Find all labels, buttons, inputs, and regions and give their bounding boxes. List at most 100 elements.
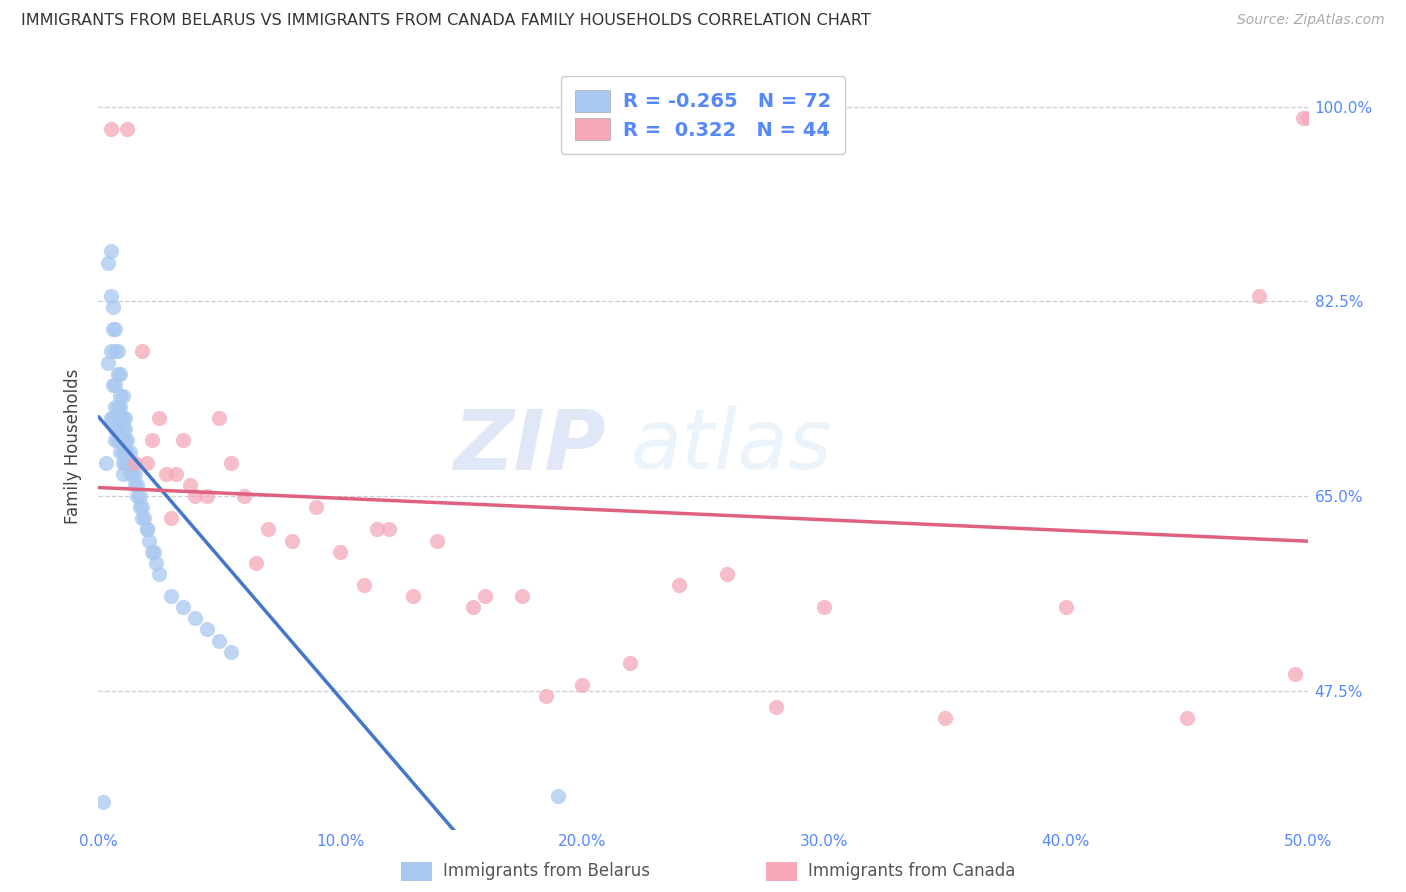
Point bbox=[1296, 111, 1319, 125]
Point bbox=[111, 422, 134, 436]
Point bbox=[111, 467, 134, 481]
Point bbox=[128, 500, 150, 515]
Point bbox=[195, 623, 218, 637]
Point bbox=[114, 456, 136, 470]
Point bbox=[668, 578, 690, 592]
Point bbox=[155, 467, 177, 481]
Point bbox=[94, 456, 117, 470]
Text: ZIP: ZIP bbox=[454, 406, 606, 486]
Point bbox=[131, 511, 153, 525]
Point bbox=[547, 789, 569, 804]
Point bbox=[117, 456, 139, 470]
Point bbox=[114, 434, 136, 448]
Point bbox=[100, 122, 122, 136]
Point bbox=[108, 389, 131, 403]
Point bbox=[934, 711, 956, 725]
Point bbox=[1284, 667, 1306, 681]
Point bbox=[100, 411, 122, 425]
Point bbox=[108, 444, 131, 458]
Point bbox=[353, 578, 375, 592]
Point bbox=[91, 795, 114, 809]
Point bbox=[138, 533, 160, 548]
Point bbox=[124, 478, 146, 492]
Point bbox=[101, 322, 124, 336]
Point bbox=[104, 422, 127, 436]
Point bbox=[135, 522, 157, 536]
Text: IMMIGRANTS FROM BELARUS VS IMMIGRANTS FROM CANADA FAMILY HOUSEHOLDS CORRELATION : IMMIGRANTS FROM BELARUS VS IMMIGRANTS FR… bbox=[21, 13, 870, 29]
Point bbox=[107, 422, 129, 436]
Point bbox=[124, 456, 146, 470]
Point bbox=[114, 444, 136, 458]
Point bbox=[97, 356, 120, 370]
Point bbox=[108, 367, 131, 381]
Point bbox=[127, 489, 149, 503]
Point bbox=[114, 422, 136, 436]
Point bbox=[1054, 600, 1077, 615]
Point bbox=[107, 434, 129, 448]
Point bbox=[281, 533, 304, 548]
Point bbox=[104, 344, 127, 359]
Point bbox=[1249, 289, 1271, 303]
Point bbox=[104, 377, 127, 392]
Point bbox=[765, 700, 787, 714]
Point bbox=[100, 344, 122, 359]
Point bbox=[813, 600, 835, 615]
Point bbox=[100, 289, 122, 303]
Point bbox=[128, 489, 150, 503]
Point bbox=[100, 244, 122, 259]
Point bbox=[305, 500, 328, 515]
Point bbox=[108, 434, 131, 448]
Point bbox=[172, 600, 194, 615]
Point bbox=[179, 478, 201, 492]
Point bbox=[426, 533, 449, 548]
Point bbox=[145, 556, 167, 570]
Point bbox=[117, 434, 139, 448]
Point bbox=[1175, 711, 1198, 725]
Legend: R = -0.265   N = 72, R =  0.322   N = 44: R = -0.265 N = 72, R = 0.322 N = 44 bbox=[561, 76, 845, 154]
Point bbox=[221, 645, 243, 659]
Point bbox=[619, 656, 641, 670]
Point bbox=[134, 511, 156, 525]
Point bbox=[232, 489, 254, 503]
Point bbox=[377, 522, 399, 536]
Point bbox=[172, 434, 194, 448]
Point bbox=[165, 467, 187, 481]
Y-axis label: Family Households: Family Households bbox=[65, 368, 83, 524]
Point bbox=[101, 300, 124, 314]
Point bbox=[111, 444, 134, 458]
Point bbox=[160, 511, 183, 525]
Point bbox=[402, 589, 425, 603]
Point bbox=[208, 411, 231, 425]
Point bbox=[184, 489, 207, 503]
Point bbox=[111, 389, 134, 403]
Point bbox=[104, 434, 127, 448]
Point bbox=[118, 467, 141, 481]
Point bbox=[131, 500, 153, 515]
Point bbox=[366, 522, 388, 536]
Text: Immigrants from Canada: Immigrants from Canada bbox=[808, 863, 1015, 880]
Point bbox=[160, 589, 183, 603]
Point bbox=[135, 456, 157, 470]
Point bbox=[117, 122, 139, 136]
Point bbox=[108, 411, 131, 425]
Point bbox=[534, 689, 557, 703]
Point bbox=[143, 544, 166, 558]
Point bbox=[148, 566, 170, 581]
Point bbox=[118, 444, 141, 458]
Text: atlas: atlas bbox=[630, 406, 832, 486]
Text: Immigrants from Belarus: Immigrants from Belarus bbox=[443, 863, 650, 880]
Point bbox=[107, 367, 129, 381]
Point bbox=[114, 411, 136, 425]
Point bbox=[101, 411, 124, 425]
Point bbox=[124, 467, 146, 481]
Point bbox=[131, 344, 153, 359]
Point bbox=[463, 600, 485, 615]
Point bbox=[195, 489, 218, 503]
Point bbox=[111, 434, 134, 448]
Point bbox=[510, 589, 533, 603]
Point bbox=[245, 556, 267, 570]
Point bbox=[716, 566, 738, 581]
Point bbox=[117, 444, 139, 458]
Point bbox=[104, 322, 127, 336]
Point bbox=[118, 456, 141, 470]
